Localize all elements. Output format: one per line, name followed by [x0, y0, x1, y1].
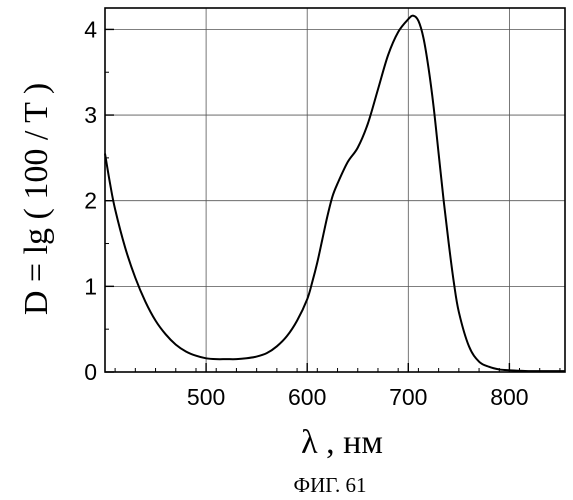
- x-tick-label: 600: [288, 384, 326, 410]
- y-tick-labels: 0 1 2 3 4: [84, 16, 97, 385]
- y-tick-label: 0: [84, 359, 97, 385]
- x-tick-label: 700: [389, 384, 427, 410]
- series-curve: [105, 16, 565, 372]
- y-tick-label: 1: [84, 273, 97, 299]
- x-axis-title: λ , нм: [301, 424, 383, 461]
- y-axis-title: D = lg ( 100 / T ): [18, 83, 55, 315]
- figure-caption: ФИГ. 61: [293, 473, 366, 497]
- x-tick-label: 800: [490, 384, 528, 410]
- y-tick-label: 4: [84, 16, 97, 42]
- y-tick-label: 2: [84, 188, 97, 214]
- y-tick-label: 3: [84, 102, 97, 128]
- x-tick-labels: 500 600 700 800: [187, 384, 529, 410]
- x-tick-label: 500: [187, 384, 225, 410]
